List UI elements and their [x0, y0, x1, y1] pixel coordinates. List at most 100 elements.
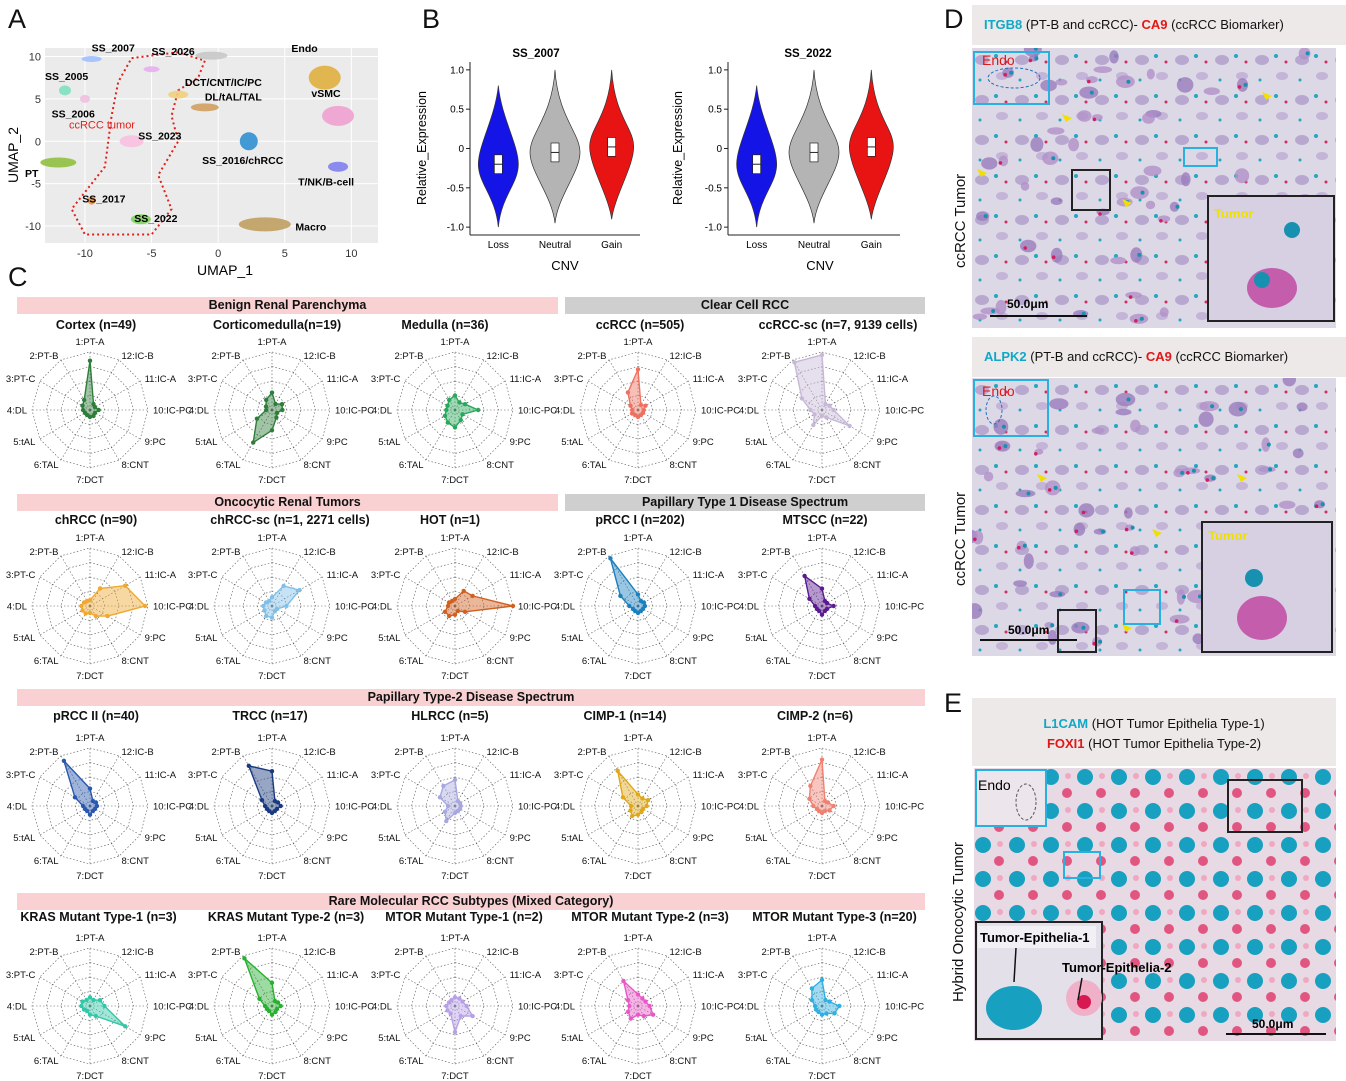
radar-axis-label: 8:CNT: [487, 460, 515, 471]
violin-ylabel-2: Relative_Expression: [671, 91, 685, 205]
radar-axis-label: 9:PC: [145, 633, 166, 644]
radar-spoke: [608, 1005, 639, 1057]
radar-axis-label: 9:PC: [145, 437, 166, 448]
radar-spoke: [39, 805, 91, 836]
micro-arrow: [1262, 92, 1272, 100]
panel-letter-e: E: [944, 688, 963, 718]
umap-cluster-8: [119, 135, 144, 148]
radar-spoke: [404, 805, 456, 836]
violin-ytick-label: 0: [716, 144, 722, 155]
micro-cyan-dot: [1211, 476, 1216, 481]
radar-axis-label: 5:tAL: [378, 1033, 400, 1044]
radar-axis-label: 4:DL: [189, 802, 209, 813]
radar-spoke: [89, 1005, 141, 1036]
band-papillary-2: Papillary Type-2 Disease Spectrum: [17, 689, 925, 706]
micro-e-header: L1CAM (HOT Tumor Epithelia Type-1) FOXI1…: [972, 698, 1336, 766]
umap-cluster-14: [322, 105, 355, 126]
radar-spoke: [587, 576, 639, 607]
micro-cyan-dot: [1101, 529, 1105, 534]
radar-axis-label: 10:IC-PC: [518, 1002, 557, 1013]
radar-axis-label: 10:IC-PC: [153, 1002, 192, 1013]
radar-spoke: [792, 359, 823, 411]
radar-spoke: [637, 555, 668, 607]
radar-data-point: [630, 813, 635, 819]
micro-cell-nucleus: [1130, 419, 1141, 433]
radar-data-point: [645, 798, 651, 803]
micro-red-dot: [1124, 527, 1129, 532]
radar-title-19: MTOR Mutant Type-2 (n=3): [571, 910, 729, 924]
radar-data-point: [80, 608, 85, 613]
radar-axis-label: 2:PT-B: [577, 351, 606, 362]
radar-data-point: [452, 425, 458, 430]
umap-tumor-label: ccRCC tumor: [69, 120, 135, 132]
radar-spoke: [242, 555, 273, 607]
radar-data-point: [639, 809, 644, 815]
radar-axis-label: 3:PT-C: [738, 970, 768, 981]
radar-spoke: [221, 380, 273, 411]
radar-spoke: [454, 776, 506, 807]
radar-axis-label: 4:DL: [7, 1002, 27, 1013]
radar-data-point: [279, 402, 285, 407]
radar-axis-label: 3:PT-C: [554, 570, 584, 581]
micro-red-dot: [1034, 452, 1038, 456]
radar-spoke: [454, 805, 485, 857]
radar-spoke: [771, 976, 823, 1007]
radar-spoke: [637, 576, 689, 607]
radar-data-point: [635, 592, 641, 597]
micro-e-desc1: (HOT Tumor Epithelia Type-1): [1088, 716, 1265, 731]
radar-axis-label: 7:DCT: [258, 871, 286, 882]
band-benign: Benign Renal Parenchyma: [17, 297, 558, 314]
radar-axis-label: 10:IC-PC: [701, 602, 740, 613]
radar-axis-label: 9:PC: [510, 437, 531, 448]
micro-cell-nucleus: [1146, 68, 1155, 80]
radar-spoke: [821, 1005, 852, 1057]
radar-chart-18: 1:PT-A 12:IC-B 11:IC-A 10:IC-PC 9:PC 8:CNT 7:D…: [371, 933, 557, 1081]
micro-cell-nucleus: [976, 211, 990, 222]
radar-spoke: [221, 576, 273, 607]
micro-red-dot: [1186, 471, 1190, 475]
umap-ytick: 5: [35, 94, 41, 106]
radar-spoke: [404, 576, 456, 607]
micro-cell-nucleus: [993, 418, 1009, 435]
radar-axis-label: 7:DCT: [76, 1071, 104, 1081]
micro-d1-tumor-label: Tumor: [1214, 206, 1253, 221]
micro-red-dot: [1098, 212, 1102, 216]
band-oncocytic: Oncocytic Renal Tumors: [17, 494, 558, 511]
radar-axis-label: 9:PC: [877, 437, 898, 448]
radar-data-point: [87, 358, 93, 363]
radar-axis-label: 7:DCT: [258, 1071, 286, 1081]
radar-spoke: [271, 755, 302, 807]
radar-axis-label: 9:PC: [327, 437, 348, 448]
radar-spoke: [89, 605, 141, 636]
radar-data-point: [827, 808, 832, 813]
micro-arrow: [1062, 114, 1072, 122]
radar-data-point: [470, 1013, 475, 1019]
radar-axis-label: 3:PT-C: [371, 770, 401, 781]
radar-axis-label: 2:PT-B: [761, 947, 790, 958]
radar-axis-label: 4:DL: [189, 602, 209, 613]
radar-axis-label: 3:PT-C: [371, 570, 401, 581]
radar-data-point: [269, 428, 275, 433]
micro-d2-endo-box: [973, 379, 1049, 437]
radar-data-point: [462, 609, 468, 614]
radar-spoke: [792, 955, 823, 1007]
radar-spoke: [821, 605, 873, 636]
micro-cell-nucleus: [1142, 112, 1155, 124]
radar-data-point: [442, 809, 448, 814]
radar-axis-label: 5:tAL: [378, 633, 400, 644]
radar-data-shape-11: [63, 760, 98, 816]
radar-axis-label: 6:TAL: [582, 460, 607, 471]
radar-axis-label: 6:TAL: [766, 656, 791, 667]
radar-data-point: [641, 600, 647, 605]
radar-data-point: [444, 1003, 449, 1009]
radar-axis-label: 5:tAL: [561, 437, 583, 448]
radar-axis-label: 6:TAL: [399, 856, 424, 867]
micro-d1-desc2: (ccRCC Biomarker): [1167, 17, 1284, 32]
radar-axis-label: 3:PT-C: [188, 770, 218, 781]
radar-spoke: [271, 1005, 302, 1057]
radar-axis-label: 10:IC-PC: [701, 406, 740, 417]
radar-data-point: [647, 1003, 652, 1009]
radar-spoke: [39, 976, 91, 1007]
radar-spoke: [404, 380, 456, 411]
radar-data-point: [831, 603, 836, 609]
